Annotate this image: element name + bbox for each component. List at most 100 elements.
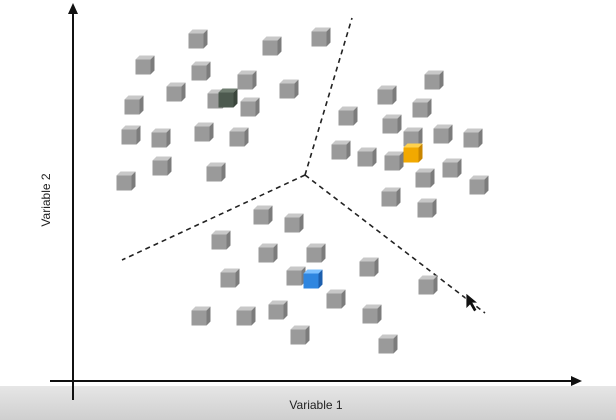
cube-top — [418, 275, 438, 280]
cube-side — [439, 70, 444, 90]
cube — [124, 95, 144, 115]
cube-side — [427, 98, 432, 118]
cube — [442, 158, 462, 178]
cube-side — [397, 114, 402, 134]
cube-side — [251, 306, 256, 326]
cube-front — [326, 293, 342, 309]
cube-side — [139, 95, 144, 115]
cube-top — [191, 306, 211, 311]
cube-side — [478, 128, 483, 148]
cube — [382, 114, 402, 134]
cube-side — [294, 79, 299, 99]
cube-front — [303, 273, 319, 289]
cube-front — [262, 40, 278, 56]
cube-top — [338, 106, 358, 111]
cube-front — [258, 247, 274, 263]
cube-top — [211, 230, 231, 235]
cube-top — [384, 151, 404, 156]
cube — [377, 85, 397, 105]
y-axis-arrow — [68, 3, 78, 14]
cube-top — [121, 125, 141, 130]
cluster-boundaries — [121, 17, 486, 314]
cube-front — [268, 304, 284, 320]
cube-top — [469, 175, 489, 180]
cubes — [116, 27, 489, 354]
boundary-line — [121, 174, 306, 261]
cube — [135, 55, 155, 75]
cube — [418, 275, 438, 295]
cube-top — [306, 243, 326, 248]
cube — [220, 268, 240, 288]
cube-front — [135, 59, 151, 75]
cube — [306, 243, 326, 263]
cube-top — [151, 128, 171, 133]
cube-front — [253, 209, 269, 225]
cube-top — [433, 124, 453, 129]
cube-front — [279, 83, 295, 99]
cube — [253, 205, 273, 225]
cube-side — [399, 151, 404, 171]
cube — [286, 266, 306, 286]
cube — [116, 171, 136, 191]
cube-side — [277, 36, 282, 56]
cube-top — [403, 127, 423, 132]
cube-side — [209, 122, 214, 142]
cube-side — [235, 268, 240, 288]
cube-side — [457, 158, 462, 178]
cube-side — [432, 198, 437, 218]
cube-top — [236, 306, 256, 311]
y-axis-label: Variable 2 — [39, 173, 53, 226]
cube-front — [433, 128, 449, 144]
cube-front — [418, 279, 434, 295]
cube-top — [403, 143, 423, 148]
cube — [290, 325, 310, 345]
cube-top — [258, 243, 278, 248]
cube-top — [188, 29, 208, 34]
cube — [237, 70, 257, 90]
cube-top — [218, 88, 238, 93]
cube — [384, 151, 404, 171]
cube-top — [206, 162, 226, 167]
cube — [463, 128, 483, 148]
cube-top — [253, 205, 273, 210]
cube-front — [240, 101, 256, 117]
cube-side — [206, 306, 211, 326]
cube-side — [203, 29, 208, 49]
cube-side — [299, 213, 304, 233]
cube — [433, 124, 453, 144]
cube-front — [377, 89, 393, 105]
cube-side — [396, 187, 401, 207]
cube-front — [121, 129, 137, 145]
x-axis-arrow — [571, 376, 582, 386]
bottom-band — [0, 386, 616, 420]
cube — [359, 257, 379, 277]
cube-top — [311, 27, 331, 32]
cube — [191, 306, 211, 326]
cube-top — [381, 187, 401, 192]
cube-front — [442, 162, 458, 178]
cube-top — [220, 268, 240, 273]
cube-side — [233, 88, 238, 108]
cube — [331, 140, 351, 160]
cube — [326, 289, 346, 309]
cube-top — [191, 61, 211, 66]
cube — [151, 128, 171, 148]
cube — [236, 306, 256, 326]
cube-front — [166, 86, 182, 102]
cube-front — [206, 166, 222, 182]
cube-front — [382, 118, 398, 134]
cube-front — [359, 261, 375, 277]
cube-top — [412, 98, 432, 103]
cube-top — [279, 79, 299, 84]
cube-side — [374, 257, 379, 277]
cube-front — [417, 202, 433, 218]
cube-front — [412, 102, 428, 118]
cube-front — [469, 179, 485, 195]
cube-top — [152, 156, 172, 161]
cube — [381, 187, 401, 207]
cube-side — [484, 175, 489, 195]
cube-side — [341, 289, 346, 309]
cube — [417, 198, 437, 218]
cube-top — [377, 85, 397, 90]
